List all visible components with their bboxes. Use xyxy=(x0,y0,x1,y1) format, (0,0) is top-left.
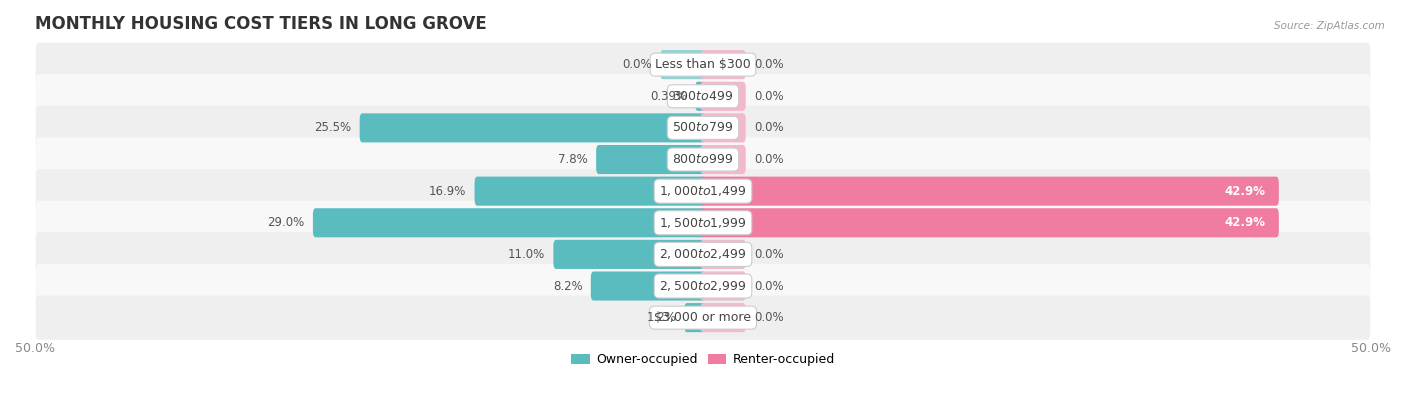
FancyBboxPatch shape xyxy=(695,82,706,111)
Text: 8.2%: 8.2% xyxy=(553,280,582,293)
FancyBboxPatch shape xyxy=(35,106,1371,150)
FancyBboxPatch shape xyxy=(35,74,1371,118)
FancyBboxPatch shape xyxy=(35,42,1371,87)
Text: 0.0%: 0.0% xyxy=(754,90,783,103)
FancyBboxPatch shape xyxy=(700,50,745,79)
FancyBboxPatch shape xyxy=(35,232,1371,276)
Text: 1.2%: 1.2% xyxy=(647,311,676,324)
FancyBboxPatch shape xyxy=(700,303,745,332)
Text: 16.9%: 16.9% xyxy=(429,185,467,198)
Legend: Owner-occupied, Renter-occupied: Owner-occupied, Renter-occupied xyxy=(567,348,839,371)
FancyBboxPatch shape xyxy=(554,240,706,269)
FancyBboxPatch shape xyxy=(35,200,1371,245)
FancyBboxPatch shape xyxy=(314,208,706,237)
FancyBboxPatch shape xyxy=(475,177,706,206)
Text: 0.0%: 0.0% xyxy=(754,280,783,293)
FancyBboxPatch shape xyxy=(700,177,1279,206)
FancyBboxPatch shape xyxy=(661,50,706,79)
Text: Less than $300: Less than $300 xyxy=(655,58,751,71)
FancyBboxPatch shape xyxy=(35,169,1371,213)
FancyBboxPatch shape xyxy=(360,113,706,142)
Text: $800 to $999: $800 to $999 xyxy=(672,153,734,166)
Text: $1,500 to $1,999: $1,500 to $1,999 xyxy=(659,216,747,230)
Text: 0.0%: 0.0% xyxy=(754,122,783,134)
Text: 0.0%: 0.0% xyxy=(754,153,783,166)
Text: 11.0%: 11.0% xyxy=(508,248,546,261)
Text: 0.0%: 0.0% xyxy=(623,58,652,71)
Text: 0.0%: 0.0% xyxy=(754,58,783,71)
Text: $3,000 or more: $3,000 or more xyxy=(655,311,751,324)
Text: 42.9%: 42.9% xyxy=(1225,185,1265,198)
FancyBboxPatch shape xyxy=(700,240,745,269)
Text: $300 to $499: $300 to $499 xyxy=(672,90,734,103)
FancyBboxPatch shape xyxy=(596,145,706,174)
Text: 0.39%: 0.39% xyxy=(650,90,688,103)
FancyBboxPatch shape xyxy=(700,82,745,111)
FancyBboxPatch shape xyxy=(35,137,1371,182)
FancyBboxPatch shape xyxy=(685,303,706,332)
Text: $2,000 to $2,499: $2,000 to $2,499 xyxy=(659,247,747,261)
FancyBboxPatch shape xyxy=(700,145,745,174)
Text: 42.9%: 42.9% xyxy=(1225,216,1265,229)
Text: 0.0%: 0.0% xyxy=(754,311,783,324)
Text: Source: ZipAtlas.com: Source: ZipAtlas.com xyxy=(1274,21,1385,31)
Text: $500 to $799: $500 to $799 xyxy=(672,122,734,134)
FancyBboxPatch shape xyxy=(35,295,1371,340)
Text: 29.0%: 29.0% xyxy=(267,216,305,229)
Text: 25.5%: 25.5% xyxy=(315,122,352,134)
Text: $1,000 to $1,499: $1,000 to $1,499 xyxy=(659,184,747,198)
Text: 7.8%: 7.8% xyxy=(558,153,588,166)
Text: 0.0%: 0.0% xyxy=(754,248,783,261)
FancyBboxPatch shape xyxy=(700,113,745,142)
Text: $2,500 to $2,999: $2,500 to $2,999 xyxy=(659,279,747,293)
FancyBboxPatch shape xyxy=(35,264,1371,308)
FancyBboxPatch shape xyxy=(700,208,1279,237)
FancyBboxPatch shape xyxy=(700,271,745,300)
FancyBboxPatch shape xyxy=(591,271,706,300)
Text: MONTHLY HOUSING COST TIERS IN LONG GROVE: MONTHLY HOUSING COST TIERS IN LONG GROVE xyxy=(35,15,486,33)
